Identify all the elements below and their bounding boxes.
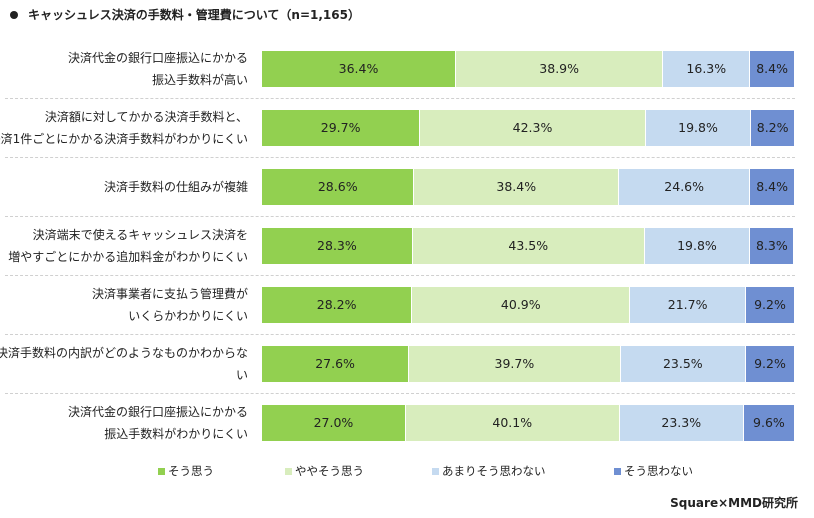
value-label: 38.4% [496,179,537,194]
row-divider [5,275,795,276]
value-label: 42.3% [512,120,553,135]
row-divider [5,216,795,217]
bar-segment: 8.4% [750,168,795,205]
value-label: 8.2% [756,120,789,135]
value-label: 36.4% [338,61,379,76]
row-divider [5,98,795,99]
value-label: 28.6% [317,179,358,194]
value-label: 9.6% [753,415,785,430]
value-label: 24.6% [664,179,705,194]
bar-segment: 9.2% [745,286,795,323]
bar-segment: 8.4% [750,50,795,87]
bar-segment: 27.0% [262,404,406,441]
bar-segment: 43.5% [412,227,645,264]
value-label: 19.8% [678,120,718,135]
value-label: 40.1% [492,415,533,430]
bar-segment: 40.9% [412,286,631,323]
value-label: 9.2% [754,356,786,371]
value-label: 23.5% [662,356,703,371]
legend-swatch [285,468,292,475]
row-divider [5,393,795,394]
bar-segment: 28.6% [262,168,415,205]
category-label: 決済手数料の仕組みが複雑 [103,179,248,194]
value-label: 29.7% [320,120,361,135]
value-label: 8.3% [755,238,788,253]
bar-segment: 40.1% [405,404,620,441]
bar-segment: 42.3% [420,109,646,146]
category-label: 決済代金の銀行口座振込にかかる 振込手数料がわかりにくい [67,404,248,441]
row-divider [5,334,795,335]
value-label: 9.2% [754,297,786,312]
bar-segment: 28.2% [262,286,413,323]
bar-segment: 29.7% [262,109,421,146]
bar-segment: 16.3% [663,50,751,87]
value-label: 21.7% [667,297,708,312]
bar-segment: 36.4% [262,50,456,87]
value-label: 27.6% [315,356,355,371]
category-label: 決済額に対してかかる決済手数料と、 決済1件ごとにかかる決済手数料がわかりにくい [0,109,248,146]
row-divider [5,157,795,158]
category-label: 決済手数料の内訳がどのようなものかわからない [0,345,248,382]
bar-segment: 27.6% [262,345,410,382]
bar-segment: 38.4% [414,168,620,205]
bar-segment: 19.8% [645,109,752,146]
value-label: 23.3% [661,415,702,430]
bar-segment: 9.6% [743,404,795,441]
legend-swatch [158,468,165,475]
value-label: 43.5% [508,238,549,253]
value-label: 28.2% [316,297,357,312]
bar-segment: 23.3% [619,404,744,441]
value-label: 39.7% [494,356,535,371]
bar-segment: 8.2% [751,109,795,146]
bar-segment: 39.7% [409,345,621,382]
value-label: 8.4% [756,61,788,76]
value-label: 28.3% [317,238,357,253]
value-label: 40.9% [500,297,541,312]
bar-segment: 23.5% [620,345,746,382]
value-label: 8.4% [756,179,788,194]
category-label: 決済代金の銀行口座振込にかかる 振込手数料が高い [67,50,248,87]
bar-segment: 28.3% [262,227,413,264]
source: Square×MMD研究所 [670,496,798,510]
bar-segment: 38.9% [456,50,664,87]
category-label: 決済事業者に支払う管理費が いくらかわかりにくい [91,286,248,323]
title-bullet [10,11,18,19]
value-label: 27.0% [313,415,354,430]
legend-swatch [432,468,439,475]
value-label: 19.8% [677,238,717,253]
bar-segment: 8.3% [750,227,795,264]
chart-title: キャッシュレス決済の手数料・管理費について（n=1,165） [28,8,360,22]
category-label: 決済端末で使えるキャッシュレス決済を 増やすごとにかかる追加料金がわかりにくい [8,227,248,264]
bar-segment: 9.2% [745,345,795,382]
legend-label: あまりそう思わない [442,464,546,478]
legend-label: ややそう思う [295,464,364,478]
bar-segment: 21.7% [630,286,746,323]
bar-segment: 19.8% [644,227,751,264]
legend-swatch [614,468,621,475]
legend-label: そう思う [168,464,214,478]
bar-segment: 24.6% [619,168,751,205]
value-label: 16.3% [686,61,727,76]
legend-label: そう思わない [624,464,693,478]
value-label: 38.9% [539,61,580,76]
